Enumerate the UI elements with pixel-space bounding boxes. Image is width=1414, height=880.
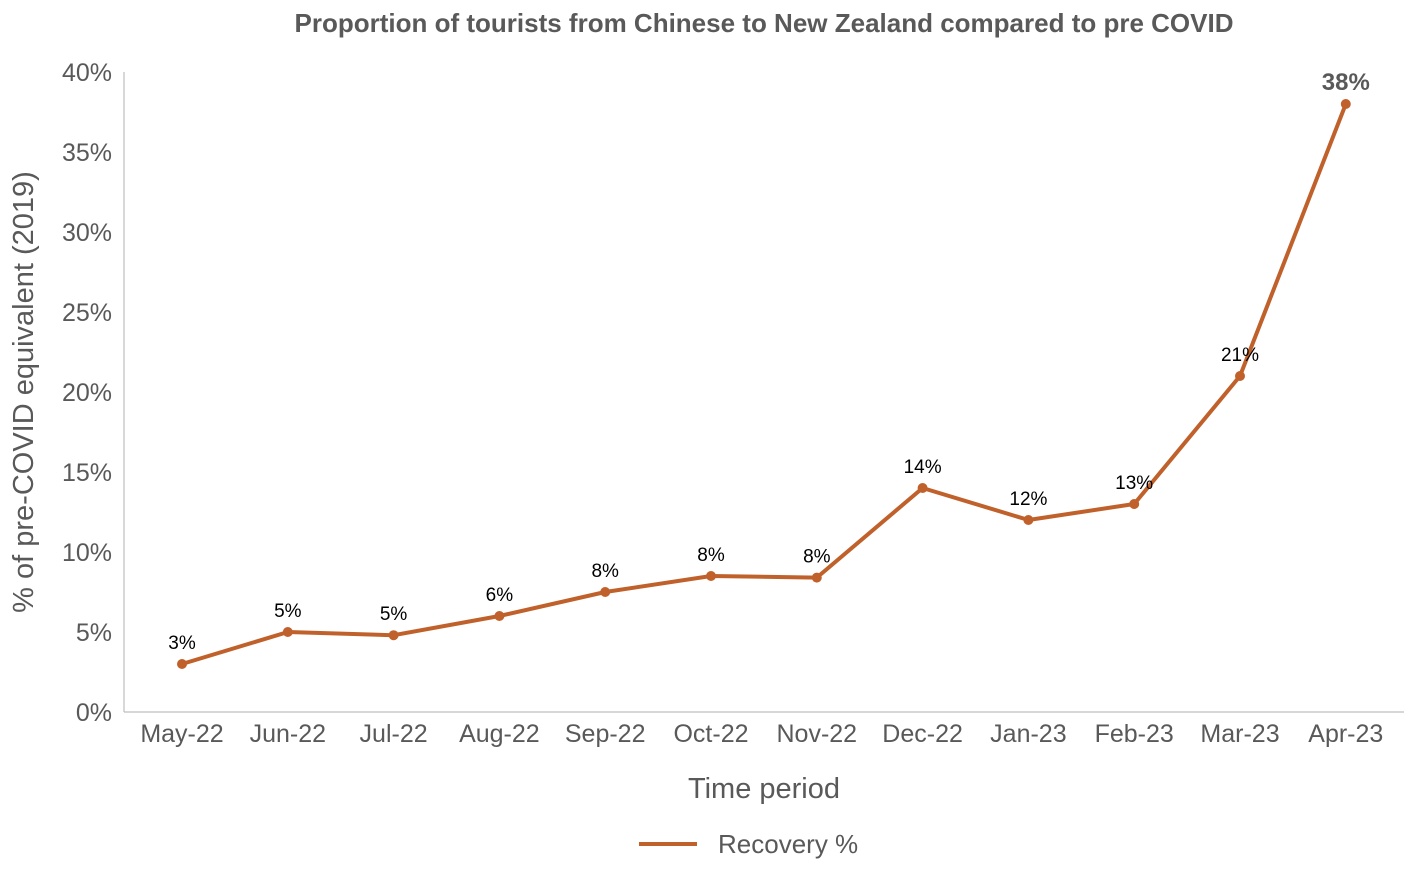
x-tick-label: Dec-22 (882, 720, 963, 748)
data-label: 8% (591, 561, 619, 582)
x-tick-label: May-22 (140, 720, 223, 748)
data-point (282, 627, 293, 637)
x-axis-label: Time period (688, 773, 840, 805)
legend: Recovery % (639, 829, 858, 859)
series-recovery (177, 99, 1351, 669)
data-labels: 3% 5% 5% 6% 8% 8% 8% 14% 12% 13% 21% 38% (168, 69, 1370, 654)
x-tick-label: Apr-23 (1308, 720, 1383, 748)
data-label: 5% (274, 601, 302, 622)
data-point (917, 483, 928, 493)
data-label: 8% (803, 547, 831, 568)
x-tick-label: Feb-23 (1095, 720, 1174, 748)
y-axis-ticks: 0% 5% 10% 15% 20% 25% 30% 35% 40% (62, 59, 112, 727)
x-tick-label: Jun-22 (250, 720, 326, 748)
x-tick-label: Nov-22 (777, 720, 858, 748)
x-tick-label: Mar-23 (1200, 720, 1279, 748)
x-axis-ticks: May-22 Jun-22 Jul-22 Aug-22 Sep-22 Oct-22 Nov-… (140, 720, 1383, 748)
x-tick-label: Aug-22 (459, 720, 540, 748)
data-point (177, 659, 187, 669)
y-tick-label: 0% (76, 699, 112, 727)
data-label: 38% (1322, 69, 1370, 96)
data-label: 21% (1221, 345, 1259, 366)
data-point (706, 571, 716, 581)
legend-label-recovery: Recovery % (718, 829, 858, 859)
x-tick-label: Jul-22 (360, 720, 428, 748)
data-point (1235, 371, 1245, 381)
y-tick-label: 15% (62, 459, 112, 487)
y-tick-label: 5% (76, 619, 112, 647)
data-point (811, 572, 822, 583)
series-line-recovery (180, 102, 1348, 666)
x-tick-label: Jan-23 (990, 720, 1066, 748)
y-axis-label: % of pre-COVID equivalent (2019) (8, 171, 40, 613)
data-label: 3% (168, 633, 196, 654)
data-label: 8% (697, 545, 725, 566)
data-point (388, 630, 399, 641)
data-point (600, 587, 611, 597)
x-tick-label: Oct-22 (673, 720, 748, 748)
x-tick-label: Sep-22 (565, 720, 646, 748)
data-point (1023, 515, 1034, 525)
data-label: 13% (1115, 473, 1153, 494)
data-label: 5% (380, 604, 408, 625)
y-tick-label: 25% (62, 299, 112, 327)
y-tick-label: 35% (62, 139, 112, 167)
y-tick-label: 40% (62, 59, 112, 87)
data-label: 6% (486, 585, 514, 606)
data-point (1340, 99, 1351, 109)
chart-title: Proportion of tourists from Chinese to N… (295, 8, 1234, 38)
y-tick-label: 30% (62, 219, 112, 247)
data-label: 14% (904, 457, 942, 478)
data-label: 12% (1009, 489, 1047, 510)
data-point (1129, 499, 1140, 509)
data-point (494, 611, 505, 621)
y-tick-label: 20% (62, 379, 112, 407)
y-tick-label: 10% (62, 539, 112, 567)
